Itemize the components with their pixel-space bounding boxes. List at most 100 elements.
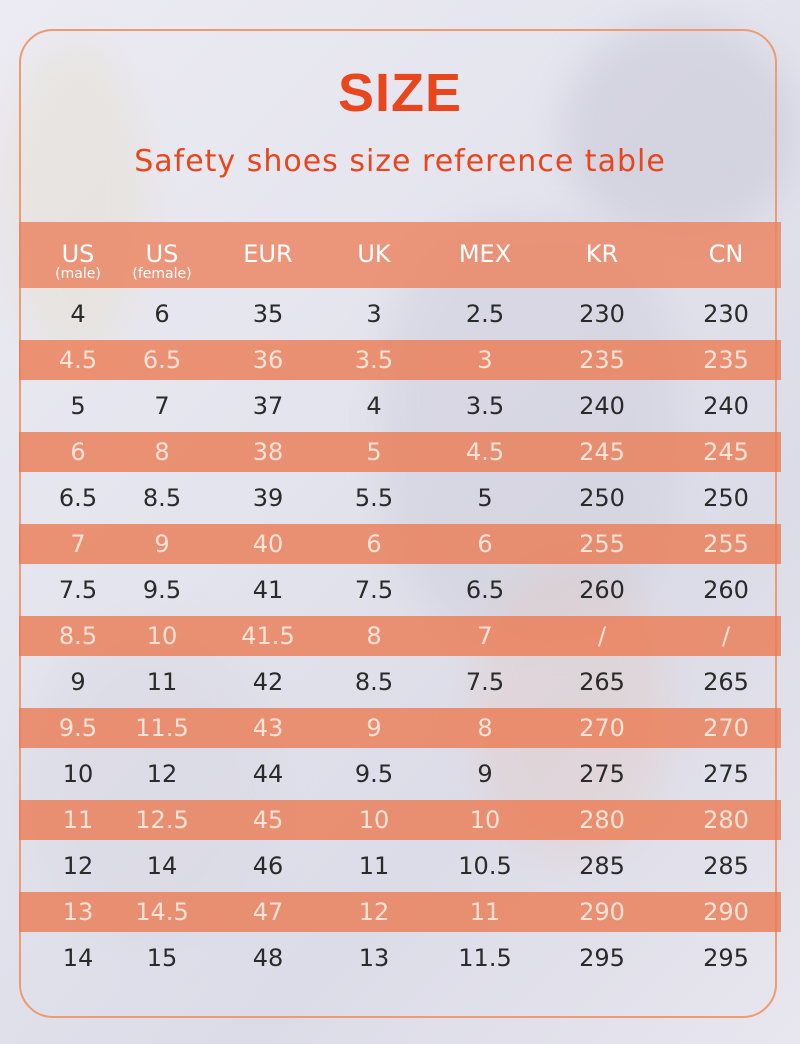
table-cell: 280 bbox=[579, 806, 625, 834]
table-cell: 7 bbox=[154, 392, 170, 420]
table-row: 9.5 11.5 43 9 8 270 270 bbox=[19, 708, 781, 748]
table-cell: 44 bbox=[252, 760, 284, 788]
table-cell: 270 bbox=[579, 714, 625, 742]
table-cell: 3.5 bbox=[354, 346, 394, 374]
table-row: 11 12.5 45 10 10 280 280 bbox=[19, 800, 781, 840]
table-cell: 15 bbox=[146, 944, 178, 972]
table-row: 14 15 48 13 11.5 295 295 bbox=[19, 932, 781, 984]
table-row: 4 6 35 3 2.5 230 230 bbox=[19, 288, 781, 340]
table-cell: 245 bbox=[703, 438, 749, 466]
header-cell: CN bbox=[708, 240, 744, 268]
table-cell: 255 bbox=[579, 530, 625, 558]
table-row: 10 12 44 9.5 9 275 275 bbox=[19, 748, 781, 800]
table-cell: 260 bbox=[579, 576, 625, 604]
table-cell: 245 bbox=[579, 438, 625, 466]
table-cell: 6 bbox=[70, 438, 86, 466]
table-cell: 41 bbox=[252, 576, 284, 604]
table-body: 4 6 35 3 2.5 230 230 4.5 6.5 36 3.5 3 235 235 5 7 37 4 3.5… bbox=[19, 288, 781, 984]
header-cell: KR bbox=[585, 240, 619, 268]
table-cell: 6.5 bbox=[58, 484, 98, 512]
table-cell: 10.5 bbox=[458, 852, 512, 880]
table-cell: 36 bbox=[252, 346, 284, 374]
table-cell: 7.5 bbox=[354, 576, 394, 604]
table-cell: 14.5 bbox=[135, 898, 189, 926]
table-cell: 5 bbox=[366, 438, 382, 466]
table-cell: 7 bbox=[70, 530, 86, 558]
table-cell: 47 bbox=[252, 898, 284, 926]
table-cell: 255 bbox=[703, 530, 749, 558]
table-cell: 37 bbox=[252, 392, 284, 420]
table-cell: 265 bbox=[703, 668, 749, 696]
table-cell: 285 bbox=[703, 852, 749, 880]
table-cell: 290 bbox=[579, 898, 625, 926]
table-cell: 9 bbox=[366, 714, 382, 742]
table-cell: 45 bbox=[252, 806, 284, 834]
table-cell: 11.5 bbox=[135, 714, 189, 742]
table-cell: 8.5 bbox=[58, 622, 98, 650]
table-row: 8.5 10 41.5 8 7 / / bbox=[19, 616, 781, 656]
table-cell: 6 bbox=[477, 530, 493, 558]
table-row: 12 14 46 11 10.5 285 285 bbox=[19, 840, 781, 892]
table-cell: 6 bbox=[154, 300, 170, 328]
table-cell: 9 bbox=[477, 760, 493, 788]
table-cell: 7 bbox=[477, 622, 493, 650]
table-row: 5 7 37 4 3.5 240 240 bbox=[19, 380, 781, 432]
header-cell: US (female) bbox=[132, 240, 192, 282]
header-cell: US (male) bbox=[55, 240, 101, 282]
header-cell: MEX bbox=[458, 240, 512, 268]
table-cell: 14 bbox=[62, 944, 94, 972]
table-cell: 4.5 bbox=[58, 346, 98, 374]
table-cell: 3 bbox=[477, 346, 493, 374]
header-cell: UK bbox=[357, 240, 391, 268]
table-cell: 9 bbox=[70, 668, 86, 696]
table-row: 7 9 40 6 6 255 255 bbox=[19, 524, 781, 564]
table-cell: 8.5 bbox=[142, 484, 182, 512]
table-cell: 280 bbox=[703, 806, 749, 834]
table-cell: 295 bbox=[703, 944, 749, 972]
page-subtitle: Safety shoes size reference table bbox=[134, 144, 666, 179]
table-row: 13 14.5 47 12 11 290 290 bbox=[19, 892, 781, 932]
table-cell: 3.5 bbox=[465, 392, 505, 420]
table-cell: 10 bbox=[358, 806, 390, 834]
table-cell: 250 bbox=[703, 484, 749, 512]
table-cell: 230 bbox=[579, 300, 625, 328]
table-cell: 270 bbox=[703, 714, 749, 742]
table-row: 6 8 38 5 4.5 245 245 bbox=[19, 432, 781, 472]
table-cell: 39 bbox=[252, 484, 284, 512]
table-cell: 8 bbox=[477, 714, 493, 742]
table-cell: 235 bbox=[703, 346, 749, 374]
table-header-row: US (male) US (female) EUR UK MEX KR CN bbox=[19, 222, 781, 288]
table-cell: 35 bbox=[252, 300, 284, 328]
table-cell: 6.5 bbox=[465, 576, 505, 604]
table-cell: 235 bbox=[579, 346, 625, 374]
table-cell: 12.5 bbox=[135, 806, 189, 834]
table-cell: 9.5 bbox=[58, 714, 98, 742]
table-cell: 13 bbox=[62, 898, 94, 926]
table-cell: 265 bbox=[579, 668, 625, 696]
table-cell: 5 bbox=[477, 484, 493, 512]
table-cell: 5 bbox=[70, 392, 86, 420]
table-cell: 250 bbox=[579, 484, 625, 512]
table-cell: 295 bbox=[579, 944, 625, 972]
table-cell: 9 bbox=[154, 530, 170, 558]
table-cell: 46 bbox=[252, 852, 284, 880]
table-cell: 12 bbox=[358, 898, 390, 926]
table-cell: 8.5 bbox=[354, 668, 394, 696]
table-cell: 43 bbox=[252, 714, 284, 742]
table-cell: 290 bbox=[703, 898, 749, 926]
table-cell: 230 bbox=[703, 300, 749, 328]
background-shape bbox=[0, 40, 150, 360]
table-cell: 260 bbox=[703, 576, 749, 604]
table-cell: 48 bbox=[252, 944, 284, 972]
table-cell: 42 bbox=[252, 668, 284, 696]
table-cell: 12 bbox=[62, 852, 94, 880]
table-row: 9 11 42 8.5 7.5 265 265 bbox=[19, 656, 781, 708]
table-cell: 7.5 bbox=[465, 668, 505, 696]
table-cell: / bbox=[721, 622, 731, 650]
table-cell: 275 bbox=[703, 760, 749, 788]
table-cell: 7.5 bbox=[58, 576, 98, 604]
table-cell: / bbox=[597, 622, 607, 650]
table-cell: 10 bbox=[146, 622, 178, 650]
table-cell: 6.5 bbox=[142, 346, 182, 374]
table-cell: 11 bbox=[469, 898, 501, 926]
